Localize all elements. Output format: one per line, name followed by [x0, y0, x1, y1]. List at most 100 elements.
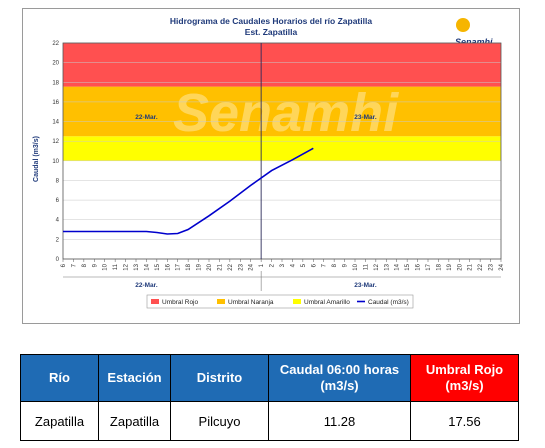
y-tick-label-9: 18 — [52, 80, 59, 86]
x-tick-label-24: 6 — [311, 263, 317, 267]
series-lines — [63, 147, 314, 235]
x-tick-label-0: 6 — [61, 263, 67, 267]
x-tick-label-11: 17 — [176, 263, 182, 270]
y-tick-label-6: 12 — [52, 139, 59, 145]
x-tick-label-5: 11 — [113, 263, 119, 270]
y-tick-label-2: 4 — [56, 218, 60, 224]
x-tick-label-13: 19 — [197, 263, 203, 270]
y-tick-label-0: 0 — [56, 257, 60, 263]
header-caudal: Caudal 06:00 horas (m3/s) — [268, 354, 411, 402]
x-tick-label-2: 8 — [82, 263, 88, 267]
x-tick-label-18: 24 — [249, 263, 255, 270]
x-tick-label-32: 14 — [395, 263, 401, 270]
x-tick-label-36: 18 — [436, 263, 442, 270]
x-tick-label-37: 19 — [447, 263, 453, 270]
x-tick-label-16: 22 — [228, 263, 234, 270]
threshold-band-1 — [63, 86, 501, 137]
x-tick-label-34: 16 — [416, 263, 422, 270]
x-tick-label-41: 23 — [489, 263, 495, 270]
x-tick-label-29: 11 — [363, 263, 369, 270]
legend-swatch-2 — [293, 299, 301, 304]
x-tick-label-42: 24 — [499, 263, 505, 270]
chart-title: Hidrograma de Caudales Horarios del río … — [170, 16, 372, 26]
header-umbral-rojo: Umbral Rojo (m3/s) — [410, 354, 519, 402]
x-tick-label-28: 10 — [353, 263, 359, 270]
summary-table: Río Estación Distrito Caudal 06:00 horas… — [20, 354, 519, 441]
watermark-text: Senamhi — [173, 83, 399, 143]
plot-border — [62, 42, 502, 260]
threshold-bands — [63, 43, 501, 161]
x-tick-label-17: 23 — [238, 263, 244, 270]
x-tick-label-8: 14 — [144, 263, 150, 270]
y-tick-label-7: 14 — [52, 120, 59, 126]
x-tick-label-25: 7 — [322, 263, 328, 267]
senamhi-logo: Senamhi — [455, 18, 493, 47]
x-tick-label-35: 17 — [426, 263, 432, 270]
x-tick-label-33: 15 — [405, 263, 411, 270]
x-tick-label-10: 16 — [165, 263, 171, 270]
threshold-band-2 — [63, 43, 501, 87]
cell-estacion: Zapatilla — [98, 401, 171, 441]
header-rio: Río — [20, 354, 99, 402]
day-label-top-1: 23-Mar. — [354, 114, 377, 121]
day-label-bottom-1: 23-Mar. — [354, 282, 377, 289]
x-tick-label-1: 7 — [71, 263, 77, 267]
x-tick-label-30: 12 — [374, 263, 380, 270]
legend-swatch-0 — [151, 299, 159, 304]
x-tick-labels: 6 7 8 9 10 11 12 13 14 15 16 17 18 19 20 21 22 23 24 1 2 3 4 5 6… — [61, 259, 505, 271]
y-tick-label-8: 16 — [52, 100, 59, 106]
legend-item-1: Umbral Naranja — [228, 299, 274, 306]
threshold-band-0 — [63, 136, 501, 161]
header-estacion: Estación — [98, 354, 171, 402]
x-tick-label-15: 21 — [217, 263, 223, 270]
table-row: Zapatilla Zapatilla Pilcuyo 11.28 17.56 — [20, 401, 519, 441]
x-tick-label-6: 12 — [124, 263, 130, 270]
cell-umbral-rojo: 17.56 — [410, 401, 519, 441]
x-tick-label-3: 9 — [92, 263, 98, 267]
day-label-top-0: 22-Mar. — [135, 114, 158, 121]
x-tick-label-14: 20 — [207, 263, 213, 270]
table-header-row: Río Estación Distrito Caudal 06:00 horas… — [20, 354, 519, 402]
y-tick-label-4: 8 — [56, 178, 60, 184]
y-tick-label-1: 2 — [56, 237, 60, 243]
y-tick-label-5: 10 — [52, 159, 59, 165]
series-line-0 — [63, 147, 314, 235]
x-tick-label-4: 10 — [103, 263, 109, 270]
x-tick-label-23: 5 — [301, 263, 307, 267]
day-label-bottom-0: 22-Mar. — [135, 282, 158, 289]
y-axis-label: Caudal (m3/s) — [33, 136, 40, 182]
header-distrito: Distrito — [170, 354, 269, 402]
x-tick-label-40: 22 — [478, 263, 484, 270]
day-labels: 22-Mar. 22-Mar. 23-Mar. 23-Mar. — [63, 114, 501, 291]
legend-item-0: Umbral Rojo — [162, 299, 199, 306]
legend-item-3: Caudal (m3/s) — [368, 299, 409, 306]
cell-distrito: Pilcuyo — [170, 401, 269, 441]
x-tick-label-39: 21 — [468, 263, 474, 270]
x-tick-label-22: 4 — [290, 263, 296, 267]
legend-item-2: Umbral Amarillo — [304, 299, 350, 306]
x-tick-label-26: 8 — [332, 263, 338, 267]
legend-box — [146, 294, 414, 309]
y-tick-label-10: 20 — [52, 61, 59, 67]
x-tick-label-38: 20 — [457, 263, 463, 270]
cell-rio: Zapatilla — [20, 401, 99, 441]
x-tick-label-20: 2 — [270, 263, 276, 267]
hydrograph-chart: Hidrograma de Caudales Horarios del río … — [33, 16, 505, 309]
x-tick-label-12: 18 — [186, 263, 192, 270]
y-tick-label-3: 6 — [56, 198, 60, 204]
x-tick-label-31: 13 — [384, 263, 390, 270]
logo-text: Senamhi — [455, 37, 493, 47]
cell-caudal: 11.28 — [268, 401, 411, 441]
y-tick-labels: 0 2 4 6 8 10 12 14 16 18 20 22 — [52, 41, 59, 263]
plot-axes — [62, 42, 502, 260]
x-tick-label-7: 13 — [134, 263, 140, 270]
x-tick-label-19: 1 — [259, 263, 265, 267]
sun-icon — [456, 18, 470, 32]
chart-frame: Hidrograma de Caudales Horarios del río … — [22, 8, 520, 324]
x-tick-label-21: 3 — [280, 263, 286, 267]
y-tick-label-11: 22 — [52, 41, 59, 47]
x-tick-label-27: 9 — [343, 263, 349, 267]
x-tick-label-9: 15 — [155, 263, 161, 270]
chart-subtitle: Est. Zapatilla — [245, 27, 298, 37]
legend-swatch-1 — [217, 299, 225, 304]
